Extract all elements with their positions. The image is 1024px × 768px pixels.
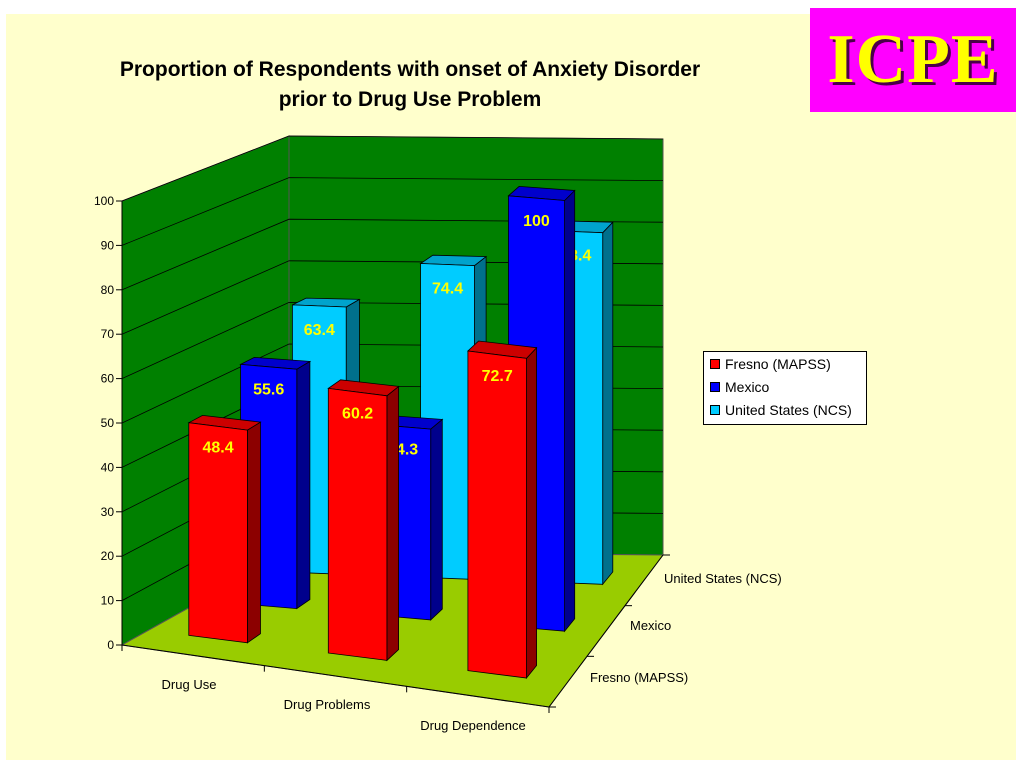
y-tick-label-70: 70 (101, 327, 115, 341)
bar-fresno-0-side (246, 421, 261, 644)
legend-item-mexico: Mexico (704, 375, 866, 398)
bar-fresno-2-side (526, 346, 537, 680)
bar-fresno-2-label: 72.7 (482, 368, 513, 385)
legend-label-fresno: Fresno (MAPSS) (725, 355, 831, 372)
depth-label-1: Mexico (630, 618, 671, 633)
legend-label-us: United States (NCS) (725, 401, 852, 418)
chart-title-line-2: prior to Drug Use Problem (278, 88, 542, 111)
y-tick-label-80: 80 (101, 283, 115, 297)
bar-mexico-0-side (296, 360, 311, 610)
y-tick-label-40: 40 (101, 460, 115, 474)
legend-label-mexico: Mexico (725, 378, 770, 395)
bar-us-2-side (602, 221, 614, 586)
y-tick-label-90: 90 (101, 238, 115, 252)
category-label-2: Drug Dependence (420, 718, 526, 733)
legend-item-fresno: Fresno (MAPSS) (704, 352, 866, 375)
chart-legend: Fresno (MAPSS) Mexico United States (NCS… (703, 351, 867, 425)
legend-item-us: United States (NCS) (704, 398, 866, 421)
gridline-100 (121, 135, 664, 202)
depth-label-2: Fresno (MAPSS) (590, 670, 688, 685)
gridline-90 (121, 177, 664, 246)
logo-text: ICPE (827, 21, 999, 98)
y-tick-label-10: 10 (101, 594, 115, 608)
bar-fresno-0-label: 48.4 (203, 440, 234, 457)
bar-fresno-1-side (386, 385, 400, 662)
bar-fresno-2-front (467, 350, 527, 679)
y-tick-label-100: 100 (94, 194, 114, 208)
x-axis-line (121, 644, 550, 708)
bar-us-1-label: 74.4 (432, 281, 463, 298)
depth-axis-line (548, 554, 664, 708)
bar-us-0-label: 63.4 (304, 322, 335, 339)
y-tick-label-0: 0 (107, 638, 114, 652)
bar-mexico-2-label: 100 (523, 213, 550, 230)
category-label-1: Drug Problems (284, 697, 371, 712)
chart-title-line-1: Proportion of Respondents with onset of … (119, 58, 701, 81)
y-tick-label-20: 20 (101, 549, 115, 563)
bar-fresno-0-front (188, 422, 248, 644)
bar-mexico-0-label: 55.6 (253, 381, 284, 398)
y-tick-label-50: 50 (101, 416, 115, 430)
category-label-0: Drug Use (162, 677, 217, 692)
bar-fresno-1-front (327, 387, 388, 661)
icpe-logo: ICPE (810, 8, 1016, 112)
bar-mexico-2-side (564, 189, 576, 633)
legend-swatch-fresno (710, 358, 720, 369)
y-tick-label-60: 60 (101, 372, 115, 386)
depth-label-0: United States (NCS) (664, 571, 782, 586)
legend-swatch-mexico (710, 381, 720, 392)
y-tick-label-30: 30 (101, 505, 115, 519)
bar-mexico-1-side (430, 418, 443, 621)
chart-title: Proportion of Respondents with onset of … (60, 55, 760, 115)
bar-fresno-1-label: 60.2 (342, 405, 373, 422)
legend-swatch-us (710, 404, 720, 415)
